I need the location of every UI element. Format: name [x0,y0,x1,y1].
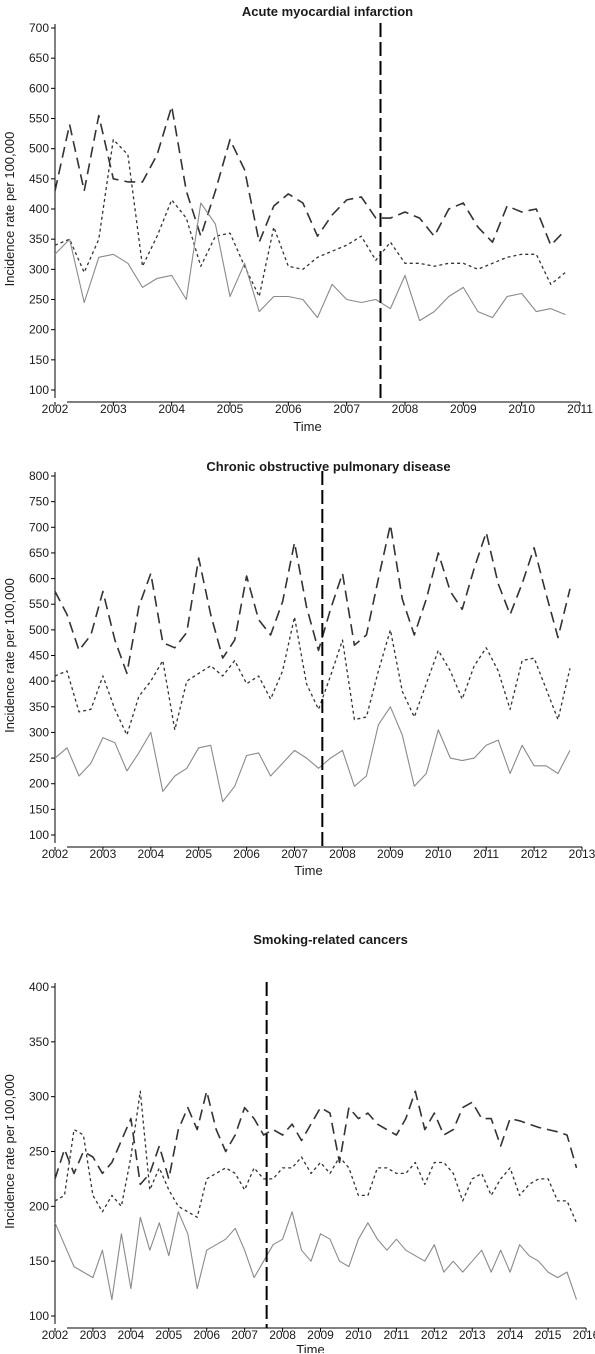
y-tick-label: 650 [29,546,49,560]
x-tick-label: 2007 [231,1328,258,1342]
x-tick-label: 2014 [497,1328,524,1342]
y-tick-label: 250 [29,293,49,307]
x-tick-label: 2006 [275,402,302,416]
y-tick-label: 100 [29,828,49,842]
y-tick-label: 550 [29,597,49,611]
y-tick-label: 300 [29,1090,49,1104]
y-tick-label: 100 [29,1309,49,1323]
x-tick-label: 2002 [42,402,69,416]
y-tick-label: 800 [29,469,49,483]
chart-title: Acute myocardial infarction [242,4,413,19]
series-short-dash [54,616,571,736]
y-tick-label: 100 [29,383,49,397]
chart-cancers: Smoking-related cancers 100 150 200 250 300 35… [2,932,595,1353]
x-tick-label: 2004 [137,847,164,861]
y-tick-label: 200 [29,1199,49,1213]
y-tick-label: 450 [29,172,49,186]
x-tick-label: 2007 [333,402,360,416]
y-tick-label: 650 [29,51,49,65]
x-tick-label: 2003 [80,1328,107,1342]
x-axis-label: Time [294,863,322,878]
y-tick-label: 500 [29,142,49,156]
x-tick-label: 2006 [193,1328,220,1342]
y-axis-label: Incidence rate per 100,000 [2,1074,17,1229]
chart-ami: Acute myocardial infarction 100 150 200 250 3… [2,4,593,434]
y-tick-label: 550 [29,112,49,126]
x-tick-label: 2004 [118,1328,145,1342]
y-tick-label: 150 [29,353,49,367]
y-tick-label: 200 [29,323,49,337]
y-tick-label: 350 [29,700,49,714]
x-tick-label: 2005 [217,402,244,416]
x-axis-label: Time [293,419,321,434]
y-tick-label: 250 [29,1145,49,1159]
y-tick-label: 700 [29,21,49,35]
x-tick-label: 2015 [535,1328,562,1342]
series-short-dash [54,1090,578,1224]
series-solid [54,202,566,322]
y-tick-label: 150 [29,802,49,816]
y-tick-label: 400 [29,980,49,994]
x-tick-label: 2009 [450,402,477,416]
series-long-dash [54,105,566,246]
x-tick-label: 2005 [185,847,212,861]
chart-panel-ami: Acute myocardial infarction 100 150 200 250 3… [0,0,595,451]
y-tick-label: 600 [29,81,49,95]
x-tick-label: 2011 [567,402,593,416]
x-tick-label: 2008 [392,402,419,416]
x-tick-label: 2010 [345,1328,372,1342]
y-tick-label: 600 [29,572,49,586]
x-tick-label: 2012 [521,847,548,861]
chart-title: Chronic obstructive pulmonary disease [206,459,450,474]
y-tick-label: 500 [29,623,49,637]
x-tick-label: 2013 [459,1328,486,1342]
y-tick-label: 700 [29,520,49,534]
x-tick-label: 2013 [569,847,595,861]
y-tick-label: 350 [29,232,49,246]
x-tick-label: 2003 [100,402,127,416]
y-tick-label: 300 [29,725,49,739]
x-tick-label: 2011 [383,1328,409,1342]
x-tick-label: 2010 [425,847,452,861]
x-tick-label: 2004 [158,402,185,416]
y-tick-label: 400 [29,674,49,688]
x-tick-label: 2012 [421,1328,448,1342]
y-tick-label: 300 [29,262,49,276]
x-tick-label: 2007 [281,847,308,861]
y-axis-label: Incidence rate per 100,000 [2,132,17,287]
y-tick-label: 400 [29,202,49,216]
series-solid [54,1211,578,1301]
chart-panel-copd: Chronic obstructive pulmonary disease 100… [0,451,595,902]
x-tick-label: 2003 [90,847,117,861]
y-tick-label: 750 [29,495,49,509]
x-tick-label: 2010 [508,402,535,416]
series-long-dash [54,1090,578,1186]
x-axis-label: Time [296,1342,324,1353]
x-tick-label: 2008 [269,1328,296,1342]
x-tick-label: 2009 [307,1328,334,1342]
chart-panel-cancers: Smoking-related cancers 100 150 200 250 300 35… [0,902,595,1353]
y-tick-label: 200 [29,777,49,791]
y-tick-label: 150 [29,1254,49,1268]
y-tick-label: 250 [29,751,49,765]
chart-copd: Chronic obstructive pulmonary disease 100… [2,459,595,878]
x-tick-label: 2005 [155,1328,182,1342]
y-tick-label: 450 [29,649,49,663]
x-tick-label: 2008 [329,847,356,861]
chart-title: Smoking-related cancers [253,932,408,947]
x-tick-label: 2006 [233,847,260,861]
series-long-dash [54,523,571,675]
y-tick-label: 350 [29,1035,49,1049]
x-tick-label: 2009 [377,847,404,861]
series-short-dash [54,138,566,298]
x-tick-label: 2011 [473,847,499,861]
x-tick-label: 2016 [573,1328,595,1342]
y-axis-label: Incidence rate per 100,000 [2,578,17,733]
series-solid [54,706,571,803]
x-tick-label: 2002 [42,1328,69,1342]
x-tick-label: 2002 [42,847,69,861]
